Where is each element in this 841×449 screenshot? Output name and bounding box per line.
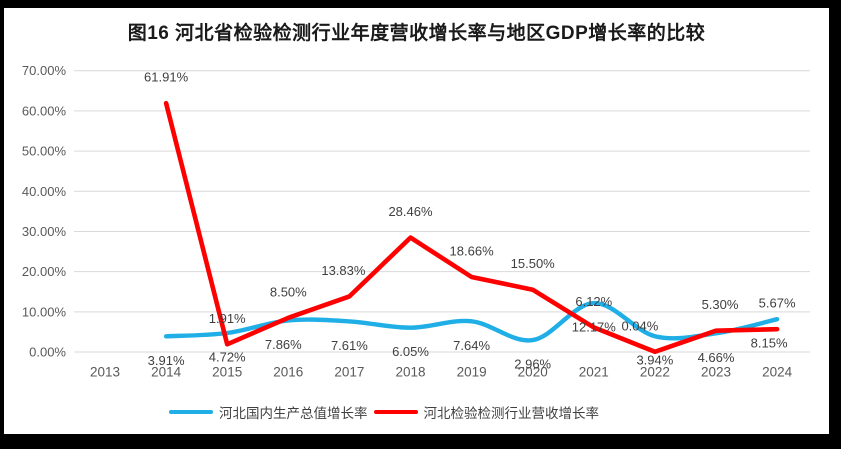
data-point-label: 3.91% <box>148 353 185 368</box>
x-axis-tick-label: 2014 <box>151 365 182 380</box>
legend-swatch-revenue-line-icon <box>373 410 418 414</box>
x-axis-tick-label: 2017 <box>334 365 364 380</box>
data-point-label: 4.66% <box>698 350 735 365</box>
data-point-label: 7.61% <box>331 338 368 353</box>
series-line-revenue <box>163 100 780 355</box>
chart-legend: 河北国内生产总值增长率 河北检验检测行业营收增长率 <box>169 402 599 422</box>
data-point-label: 6.05% <box>392 344 429 359</box>
data-point-label: 1.91% <box>209 311 246 326</box>
data-point-label: 4.72% <box>209 350 246 365</box>
x-axis-tick-label: 2022 <box>640 365 670 380</box>
x-axis-tick-label: 2020 <box>518 365 548 380</box>
chart-title: 图16 河北省检验检测行业年度营收增长率与地区GDP增长率的比较 <box>127 23 706 44</box>
x-axis-tick-label: 2013 <box>90 365 120 380</box>
data-point-label: 8.15% <box>751 336 788 351</box>
x-axis-tick-label: 2015 <box>212 365 242 380</box>
y-axis-tick-label: 40.00% <box>22 184 67 199</box>
y-axis-tick-label: 70.00% <box>22 63 67 78</box>
y-axis-tick-label: 60.00% <box>22 103 67 118</box>
chart-surface: 图16 河北省检验检测行业年度营收增长率与地区GDP增长率的比较 0.00% 10… <box>4 8 829 434</box>
data-point-label: 0.04% <box>621 318 658 333</box>
data-point-label: 15.50% <box>511 256 556 271</box>
data-point-label: 12.17% <box>572 320 617 335</box>
line-chart-plot-area: 0.00% 10.00% 20.00% 30.00% 40.00% 50.00% 60.00… <box>22 63 810 380</box>
data-point-label: 28.46% <box>388 204 433 219</box>
x-axis-tick-label: 2016 <box>273 365 303 380</box>
data-point-label: 8.50% <box>270 284 307 299</box>
y-axis-tick-label: 30.00% <box>22 224 67 239</box>
data-point-label: 7.64% <box>453 338 490 353</box>
legend-label-revenue: 河北检验检测行业营收增长率 <box>423 406 600 421</box>
x-axis-tick-label: 2024 <box>762 365 793 380</box>
data-point-label: 61.91% <box>144 70 189 85</box>
x-axis-tick-label: 2019 <box>457 365 487 380</box>
data-point-label: 5.67% <box>759 296 796 311</box>
data-point-label: 7.86% <box>265 337 302 352</box>
series-line-gdp <box>163 300 780 343</box>
legend-swatch-gdp-line-icon <box>169 410 213 414</box>
y-axis-tick-label: 0.00% <box>29 345 66 360</box>
x-axis-tick-label: 2018 <box>395 365 425 380</box>
data-point-label: 2.96% <box>514 357 551 372</box>
y-axis-tick-label: 50.00% <box>22 144 67 159</box>
legend-label-gdp: 河北国内生产总值增长率 <box>219 406 368 421</box>
y-axis-tick-label: 10.00% <box>22 304 67 319</box>
data-point-label: 6.12% <box>575 294 612 309</box>
x-axis-tick-label: 2021 <box>579 365 609 380</box>
data-point-label: 3.94% <box>636 353 673 368</box>
y-axis-tick-label: 20.00% <box>22 264 67 279</box>
data-point-label: 18.66% <box>450 244 495 259</box>
x-axis-tick-label: 2023 <box>701 365 731 380</box>
data-point-label: 5.30% <box>702 297 739 312</box>
data-point-label: 13.83% <box>321 263 366 278</box>
